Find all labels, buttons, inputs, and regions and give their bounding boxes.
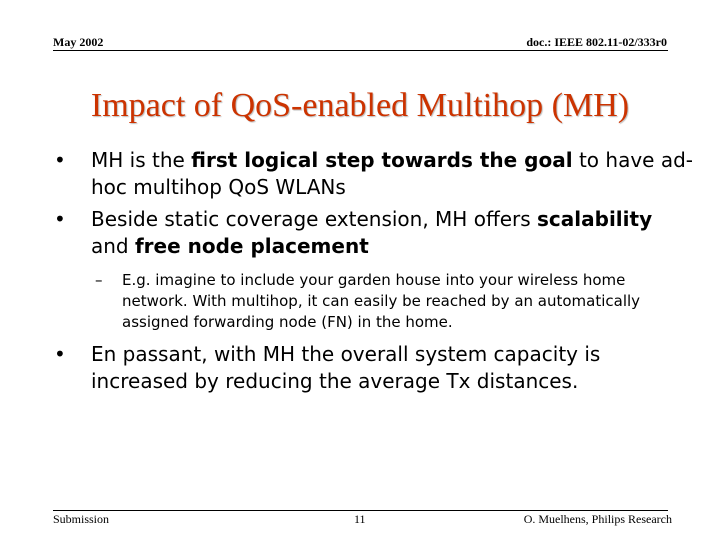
bullet-text: Beside static coverage extension, MH off… [91, 206, 694, 260]
sub-bullet-marker: – [95, 271, 103, 289]
page-number: 11 [354, 512, 366, 526]
bullet-text-part: to have ad-hoc multihop QoS WLANs [91, 148, 693, 199]
bullet-text-part: Beside static coverage extension, MH off… [91, 207, 538, 231]
footer-submission: Submission [53, 512, 110, 526]
bullet-text: MH is the first logical step towards the… [91, 147, 694, 201]
bullet-marker: • [54, 207, 66, 231]
bullet-text-part: and [91, 234, 135, 258]
bullet-text-part: MH is the [91, 148, 192, 172]
bullet-text-emphasis: first logical step towards the goal [191, 148, 573, 172]
bullet-item: • MH is the first logical step towards t… [54, 147, 694, 201]
bullet-item: • Beside static coverage extension, MH o… [54, 206, 694, 260]
slide-body: • MH is the first logical step towards t… [54, 147, 694, 395]
bullet-text: En passant, with MH the overall system c… [91, 341, 694, 395]
sub-bullet-text: E.g. imagine to include your garden hous… [122, 271, 641, 331]
footer-rule [53, 510, 668, 511]
bullet-marker: • [54, 148, 66, 172]
bullet-text-part: En passant, with MH the overall system c… [91, 342, 601, 393]
header-date: May 2002 [53, 35, 104, 49]
bullet-marker: • [54, 342, 66, 366]
footer-author: O. Muelhens, Philips Research [523, 512, 672, 526]
header-rule [53, 50, 668, 51]
bullet-text-emphasis: free node placement [134, 234, 369, 258]
bullet-item: • En passant, with MH the overall system… [54, 341, 694, 395]
bullet-text-emphasis: scalability [537, 207, 653, 231]
sub-bullet-item: – E.g. imagine to include your garden ho… [54, 270, 694, 333]
header-doc-id: doc.: IEEE 802.11-02/333r0 [526, 35, 667, 49]
slide-title: Impact of QoS-enabled Multihop (MH) [90, 87, 630, 124]
